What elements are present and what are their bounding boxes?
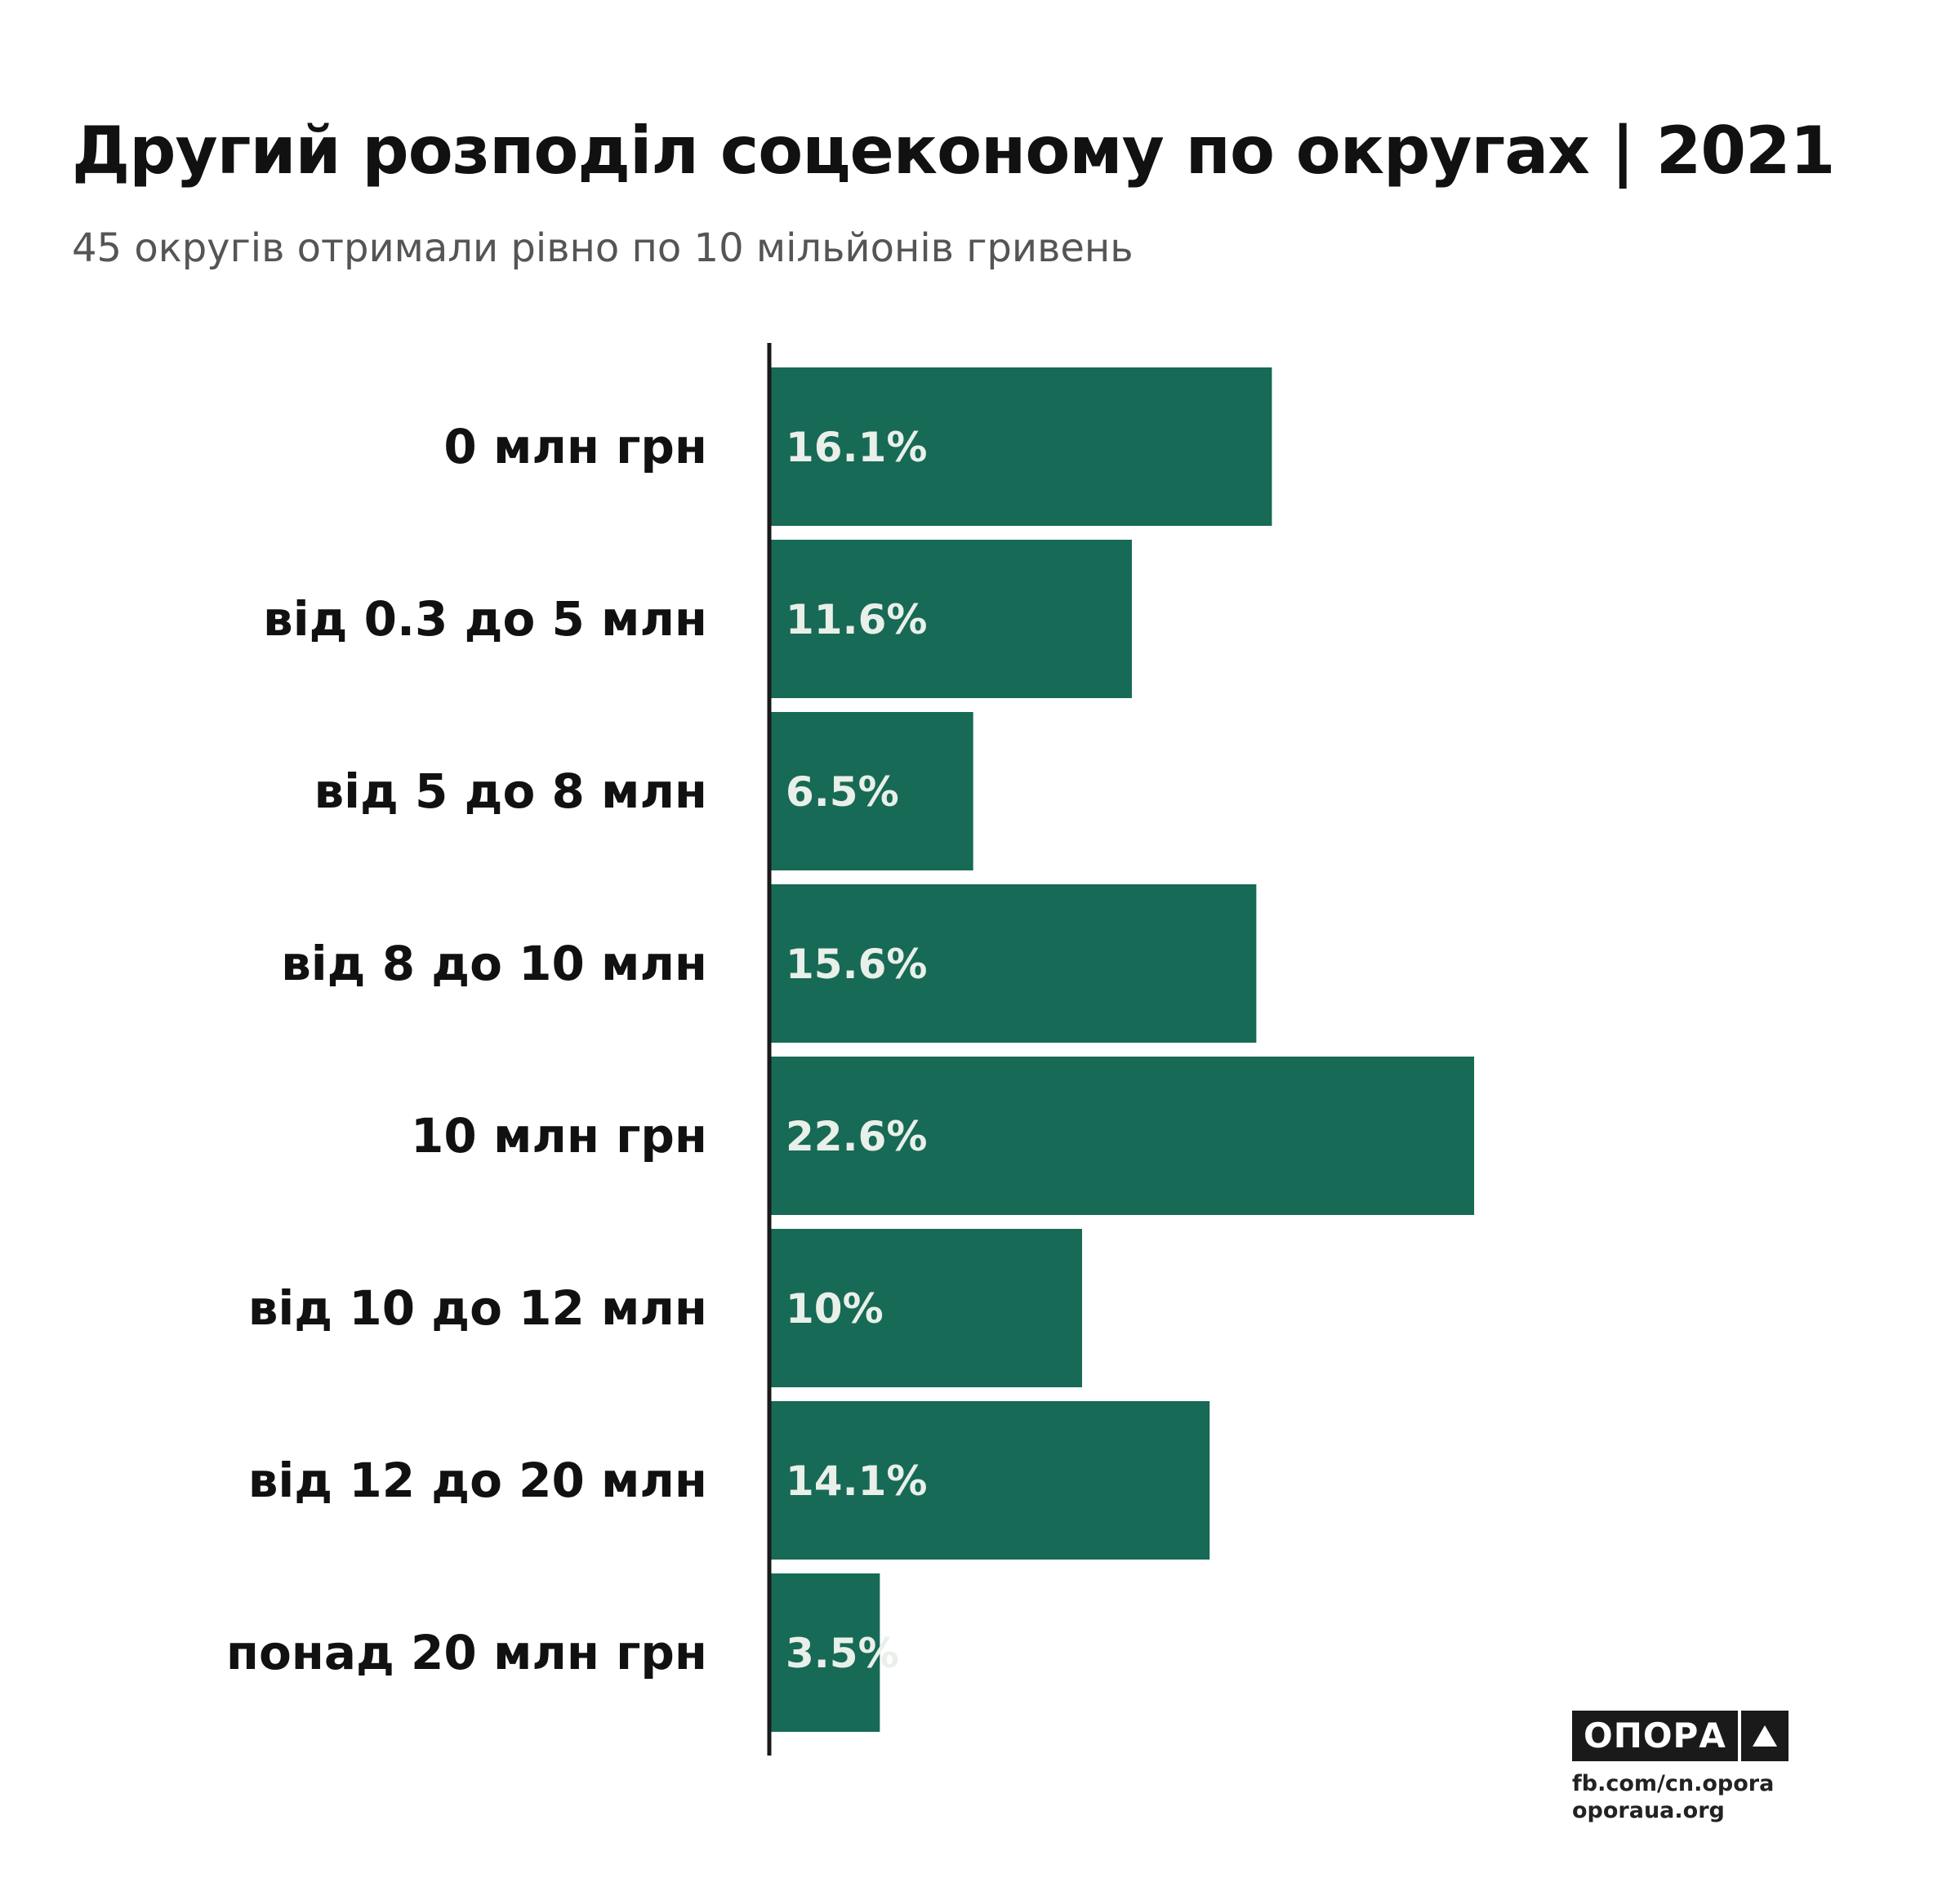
opora-logo: ОПОРА: [1572, 1711, 1788, 1761]
category-label: понад 20 млн грн: [226, 1625, 707, 1680]
chart-subtitle: 45 округів отримали рівно по 10 мільйоні…: [72, 225, 1134, 271]
triangle-icon: [1740, 1711, 1788, 1761]
bar-value-label: 6.5%: [786, 768, 899, 816]
bar: [771, 1229, 1082, 1387]
category-label: від 10 до 12 млн: [248, 1280, 707, 1336]
bar: [771, 367, 1272, 526]
facebook-link[interactable]: fb.com/cn.opora: [1572, 1771, 1775, 1796]
bar-value-label: 22.6%: [786, 1113, 927, 1160]
category-label: від 0.3 до 5 млн: [263, 591, 707, 647]
bar: [771, 884, 1257, 1043]
bar-value-label: 15.6%: [786, 941, 927, 988]
bar: [771, 1573, 880, 1732]
bar-value-label: 14.1%: [786, 1457, 927, 1505]
bar-value-label: 16.1%: [786, 424, 927, 471]
category-label: 10 млн грн: [411, 1108, 707, 1164]
logo-text: ОПОРА: [1572, 1711, 1738, 1761]
bar: [771, 540, 1132, 698]
category-label: від 12 до 20 млн: [248, 1453, 707, 1508]
category-label: від 5 до 8 млн: [314, 763, 707, 819]
bar-value-label: 10%: [786, 1285, 884, 1333]
bar: [771, 712, 973, 870]
website-link[interactable]: oporaua.org: [1572, 1798, 1725, 1823]
chart-title: Другий розподіл соцекономy по округах | …: [72, 113, 1835, 189]
bar-value-label: 11.6%: [786, 596, 927, 643]
logo-links: fb.com/cn.opora oporaua.org: [1572, 1770, 1774, 1824]
category-label: 0 млн грн: [443, 419, 707, 474]
category-label: від 8 до 10 млн: [281, 936, 707, 991]
bar-value-label: 3.5%: [786, 1630, 899, 1677]
bar: [771, 1401, 1210, 1560]
bar: [771, 1057, 1475, 1215]
